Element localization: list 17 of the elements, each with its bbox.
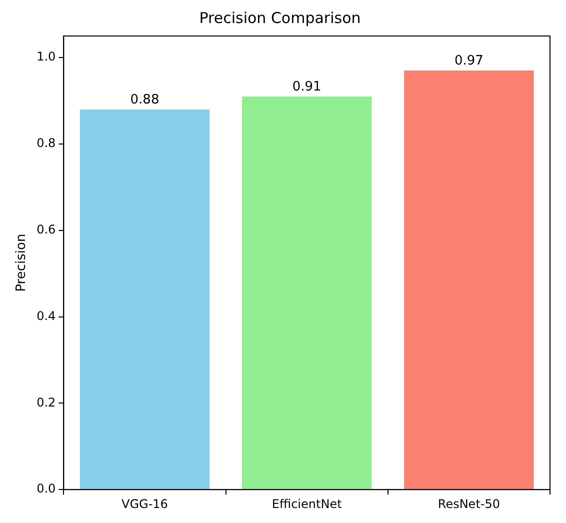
bar [404, 70, 534, 490]
y-tick-label: 0.6 [36, 222, 56, 237]
y-tick-label: 0.8 [36, 136, 56, 150]
data-label: 0.91 [292, 79, 322, 94]
x-tick-label: VGG-16 [122, 496, 168, 511]
x-tick-label: EfficientNet [272, 496, 342, 511]
y-tick-label: 0.4 [36, 308, 56, 323]
bar [80, 109, 210, 490]
x-tick-label: ResNet-50 [438, 496, 500, 511]
y-tick-label: 0.0 [36, 482, 56, 496]
y-tick-label: 1.0 [36, 50, 56, 64]
y-axis-title: Precision [14, 234, 30, 292]
data-label: 0.88 [130, 92, 160, 108]
bar [242, 96, 372, 490]
y-tick-label: 0.2 [36, 395, 56, 410]
chart-title: Precision Comparison [199, 8, 361, 27]
data-label: 0.97 [454, 53, 484, 68]
